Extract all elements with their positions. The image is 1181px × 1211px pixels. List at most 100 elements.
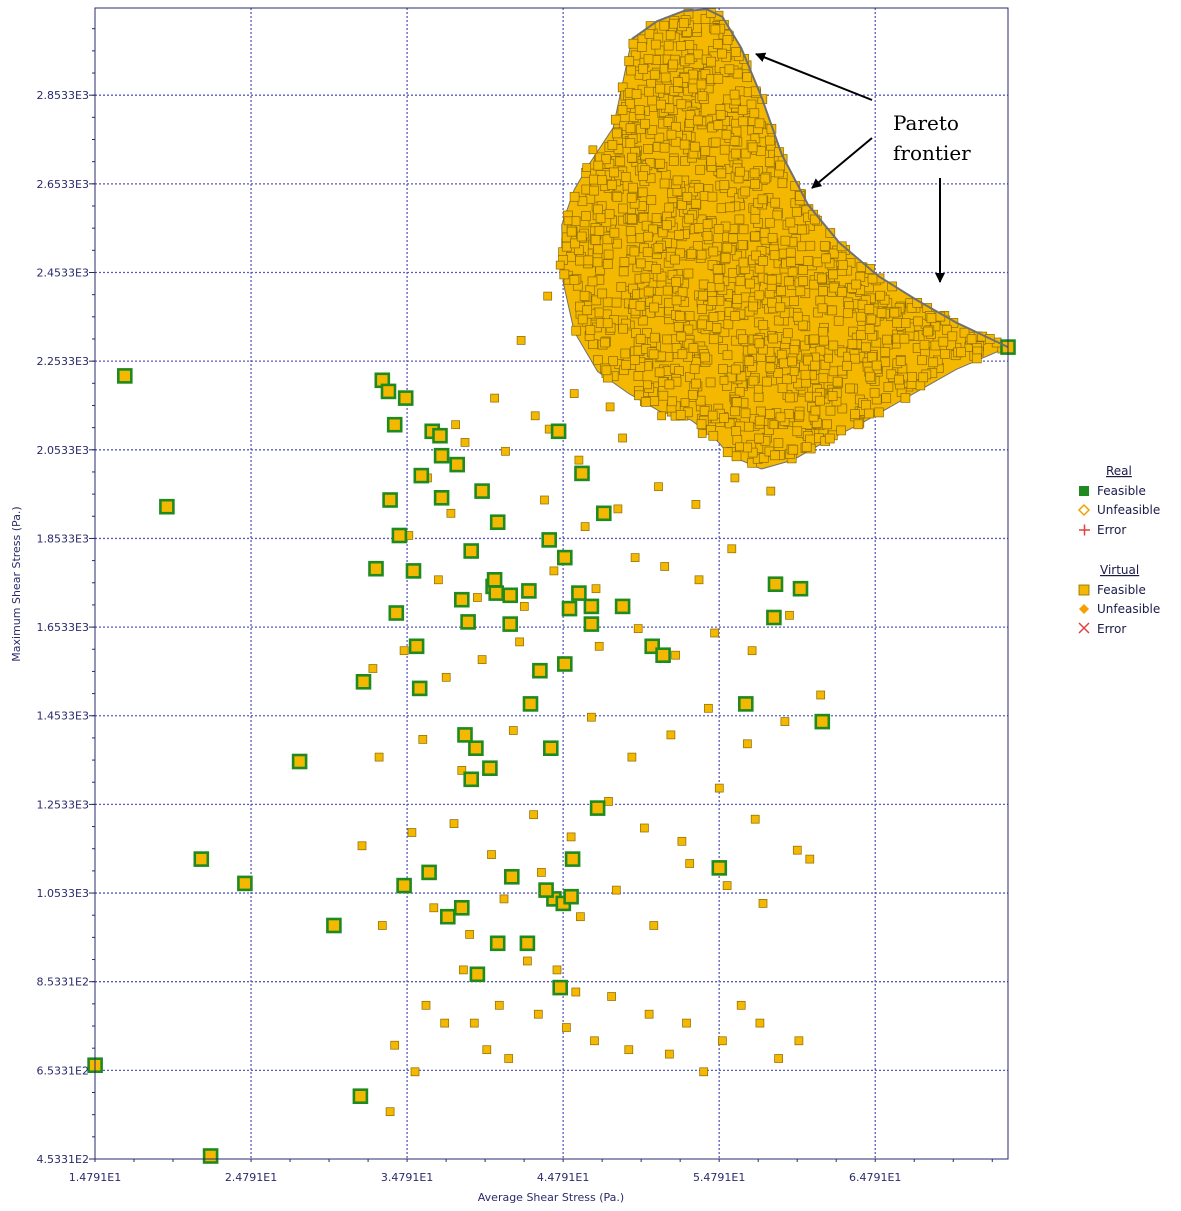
virtual-point [821,253,831,264]
real-point [563,888,579,905]
virtual-point [794,410,805,421]
virtual-point [828,340,839,351]
virtual-point [883,382,894,392]
real-point [368,560,384,577]
virtual-point [742,442,753,453]
virtual-point [824,433,835,444]
virtual-point [818,286,828,296]
virtual-point [782,328,793,339]
virtual-point [825,405,836,416]
virtual-point [789,367,799,376]
virtual-point [795,286,806,297]
virtual-point [610,114,621,125]
virtual-point [718,364,728,374]
virtual-point [655,158,665,169]
virtual-point [837,403,848,414]
virtual-point [677,836,687,846]
legend-label-real-error: Error [1097,523,1126,537]
virtual-point [434,575,443,585]
virtual-point [691,198,701,209]
virtual-point [758,256,768,266]
virtual-point [630,50,641,61]
virtual-point [659,20,670,31]
virtual-point [812,257,823,268]
virtual-point [590,235,601,245]
virtual-point [446,508,456,518]
virtual-point [569,389,579,398]
virtual-point [754,433,764,444]
virtual-point [688,69,698,80]
virtual-point [694,575,704,585]
virtual-point [731,451,742,462]
real-point [814,713,831,730]
virtual-point [601,365,612,376]
virtual-point [730,148,741,159]
virtual-point [809,279,819,290]
virtual-point [732,68,743,79]
virtual-point [576,912,585,922]
virtual-point [805,240,816,251]
virtual-point [611,885,621,895]
virtual-point [792,845,802,855]
virtual-point [637,187,648,198]
virtual-point [687,390,698,400]
virtual-point [769,250,780,261]
legend-marker-real-error [1079,524,1090,536]
virtual-point [654,367,665,378]
virtual-point [563,216,573,226]
virtual-point [816,273,827,284]
virtual-point [913,316,923,327]
virtual-point [597,288,608,299]
virtual-point [740,148,751,159]
virtual-point [765,409,775,419]
virtual-point [728,233,739,244]
virtual-point [941,324,952,335]
real-point [556,549,573,566]
virtual-point [630,553,640,562]
real-point [433,447,450,464]
virtual-point [662,220,672,231]
virtual-point [660,72,671,83]
real-point [468,740,484,757]
real-point [583,598,600,615]
virtual-point [708,334,719,345]
virtual-point [850,353,860,364]
virtual-point [828,269,838,280]
virtual-point [640,397,651,407]
virtual-point [606,180,617,190]
real-point [488,585,505,601]
virtual-point [722,447,733,458]
virtual-point [881,393,892,404]
virtual-point [643,380,652,390]
x-tick-label: 2.4791E1 [225,1171,277,1184]
virtual-point [693,49,704,60]
virtual-point [736,371,747,382]
virtual-point [597,175,608,186]
virtual-point [663,40,674,51]
virtual-point [707,191,718,202]
virtual-point [864,304,875,314]
virtual-point [658,390,669,401]
virtual-point [851,279,861,290]
virtual-point [785,247,796,258]
real-point [489,514,506,531]
virtual-point [671,650,680,660]
virtual-point [719,144,730,155]
virtual-point [675,248,685,259]
virtual-point [357,841,367,851]
virtual-point [695,164,706,175]
virtual-point [590,1036,599,1046]
virtual-point [559,269,570,280]
x-tick-label: 4.4791E1 [537,1171,589,1184]
real-point [502,616,519,632]
virtual-point [666,730,676,740]
virtual-point [735,276,746,287]
real-point [453,899,470,916]
virtual-point [798,265,808,275]
virtual-point [724,418,735,429]
virtual-point [707,410,718,421]
virtual-point [719,180,730,190]
virtual-point [740,186,751,197]
virtual-point [691,378,701,389]
virtual-point [684,311,695,321]
